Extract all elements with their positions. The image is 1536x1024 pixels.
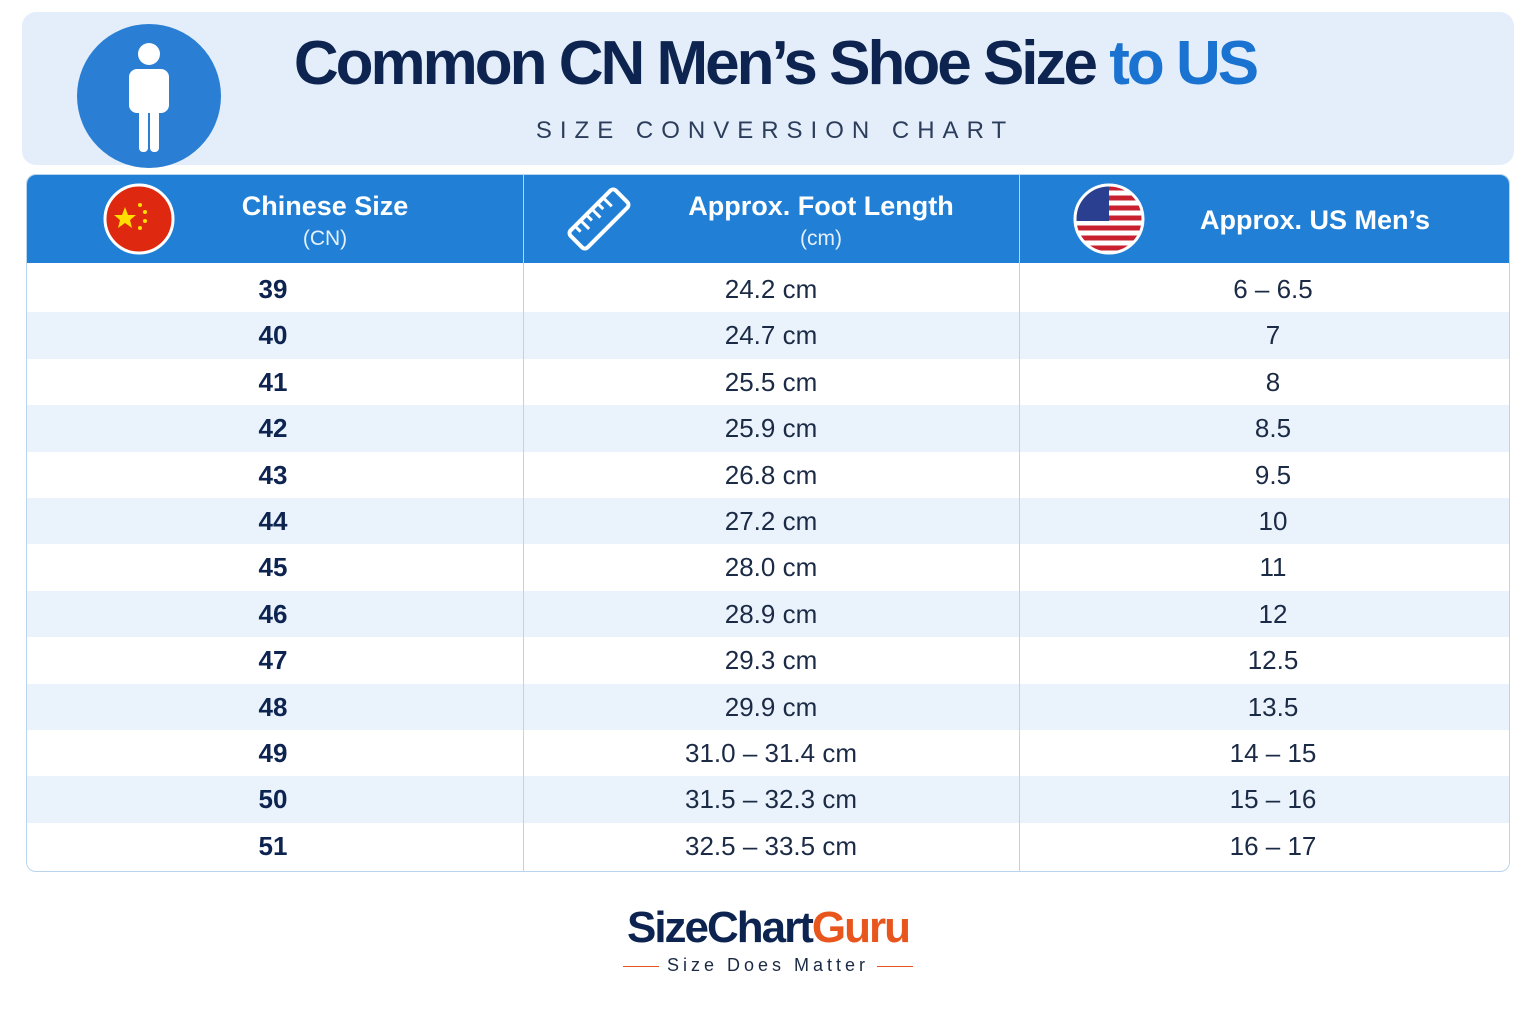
table-cell: 24.7 cm [724,320,818,351]
title-main: Common CN Men’s Shoe Size [293,29,1098,98]
column-icon [563,183,635,260]
table-cell: 39 [258,274,288,304]
table-cell: 45 [258,552,288,583]
column-subtitle: (cm) [800,227,842,250]
table-cell: 13.5 [1247,691,1299,722]
column-header: Approx. Foot Length (cm) [523,175,1019,263]
size-table: Chinese Size (CN) Approx. Foot Length (cm) A… [26,174,1510,872]
brand: SizeChartGuru [0,903,1536,953]
table-cell: 41 [258,366,288,397]
table-cell: 43 [258,459,288,490]
brand-main: SizeChart [626,903,814,952]
table-row: 47 29.3 cm 12.5 [27,637,1509,684]
table-cell: 32.5 – 33.5 cm [685,830,857,861]
table-cell: 8 [1265,366,1281,397]
table-cell: 31.0 – 31.4 cm [685,738,857,768]
table-row: 45 28.0 cm 11 [27,544,1509,591]
table-cell: 25.5 cm [724,366,818,397]
table-cell: 9.5 [1254,459,1292,490]
tagline-text: Size Does Matter [615,955,921,975]
title-accent: to US [1109,29,1259,98]
column-label: Approx. Foot Length (cm) [623,175,1019,263]
table-row: 42 25.9 cm 8.5 [27,405,1509,452]
table-cell: 10 [1258,506,1288,536]
table-row: 51 32.5 – 33.5 cm 16 – 17 [27,822,1509,870]
table-cell: 7 [1265,320,1281,351]
table-row: 50 31.5 – 32.3 cm 15 – 16 [27,776,1509,823]
table-cell: 11 [1259,552,1287,583]
tagline: Size Does Matter [0,955,1536,976]
table-cell: 16 – 17 [1229,830,1317,861]
table-row: 49 31.0 – 31.4 cm 14 – 15 [27,730,1509,777]
table-cell: 12 [1258,598,1288,629]
table-cell: 29.3 cm [724,645,818,676]
column-label: Chinese Size (CN) [127,175,523,263]
table-cell: 8.5 [1254,413,1292,444]
table-cell: 25.9 cm [724,413,818,444]
table-cell: 47 [258,645,288,676]
column-header: Approx. US Men’s [1019,175,1509,263]
column-header: Chinese Size (CN) [27,175,523,263]
column-title: Chinese Size [241,191,409,221]
table-cell: 28.0 cm [724,552,818,583]
table-row: 48 29.9 cm 13.5 [27,683,1509,730]
table-row: 43 26.8 cm 9.5 [27,451,1509,498]
table-row: 40 24.7 cm 7 [27,312,1509,359]
header-panel [22,12,1514,165]
table-cell: 28.9 cm [724,598,818,629]
table-cell: 26.8 cm [724,459,818,490]
column-title: Approx. US Men’s [1199,205,1431,235]
table-cell: 29.9 cm [724,691,818,722]
table-cell: 42 [258,413,288,444]
column-label: Approx. US Men’s [1119,175,1509,263]
table-cell: 49 [258,738,288,768]
column-subtitle: (CN) [302,227,348,250]
table-cell: 44 [258,506,288,536]
table-cell: 46 [258,598,288,629]
title: Common CN Men’s Shoe Size to US [0,28,1536,99]
table-row: 41 25.5 cm 8 [27,358,1509,406]
table-cell: 6 – 6.5 [1233,274,1313,304]
table-cell: 15 – 16 [1229,784,1317,815]
table-cell: 31.5 – 32.3 cm [685,784,857,815]
table-cell: 14 – 15 [1229,738,1317,768]
table-cell: 48 [258,691,288,722]
table-cell: 24.2 cm [724,274,818,304]
subtitle: SIZE CONVERSION CHART [535,117,1015,144]
column-divider [523,175,524,871]
table-row: 46 28.9 cm 12 [27,590,1509,638]
table-cell: 50 [258,784,288,815]
table-cell: 40 [258,320,288,351]
column-icon [103,183,175,260]
table-cell: 51 [258,830,288,861]
column-icon [1073,183,1145,260]
table-cell: 27.2 cm [724,506,818,536]
column-divider [1019,175,1020,871]
table-row: 39 24.2 cm 6 – 6.5 [27,266,1509,313]
brand-accent: Guru [811,903,911,952]
person-icon [77,24,221,168]
table-row: 44 27.2 cm 10 [27,498,1509,545]
column-title: Approx. Foot Length [688,191,954,221]
table-cell: 12.5 [1247,645,1299,676]
